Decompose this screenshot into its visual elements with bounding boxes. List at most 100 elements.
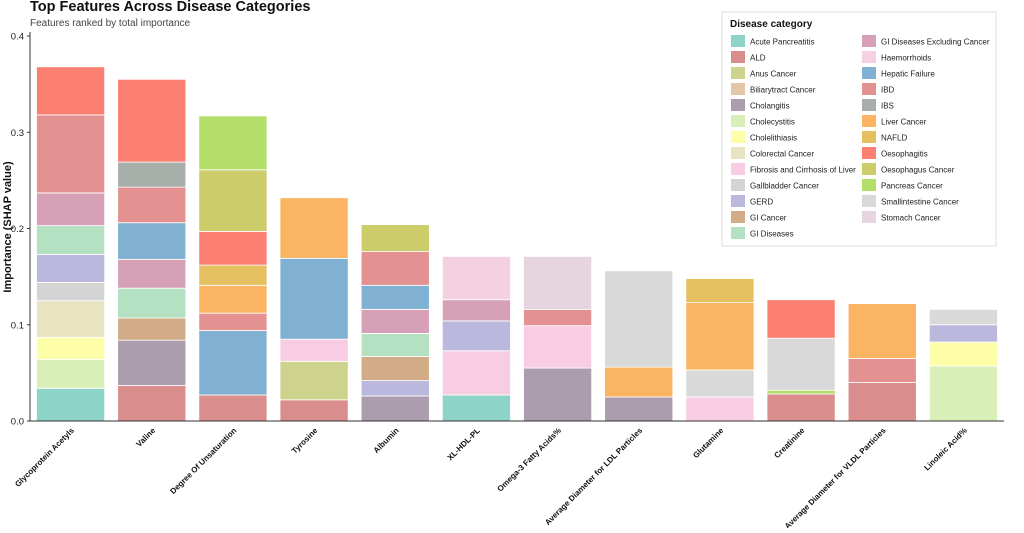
legend-swatch-liver-cancer <box>862 115 876 127</box>
bar-segment-glycoprotein-acetyls-colorectal-cancer <box>36 300 106 338</box>
bar-segment-xl-hdl-pl-acute-pancreatitis <box>441 394 511 422</box>
bar-segment-glycoprotein-acetyls-cholelithiasis <box>36 336 106 360</box>
bar-segment-average-diameter-for-ldl-particles-smallintestine-cancer <box>604 270 674 368</box>
legend-frame <box>721 11 997 247</box>
legend-swatch-nafld <box>862 131 876 143</box>
bar-segment-degree-of-unsaturation-nafld <box>198 264 268 286</box>
bar-segment-glycoprotein-acetyls-oesophagitis <box>36 66 106 116</box>
bar-segment-valine-hepatic-failure <box>117 222 187 260</box>
bar-segment-degree-of-unsaturation-ibd <box>198 312 268 331</box>
legend-swatch-acute-pancreatitis <box>731 35 745 47</box>
legend-label-hepatic-failure: Hepatic Failure <box>881 70 935 79</box>
x-tick-label: Average Diameter for VLDL Particles <box>783 426 888 528</box>
bar-segment-glutamine-smallintestine-cancer <box>685 369 755 398</box>
legend-label-nafld: NAFLD <box>881 134 907 143</box>
legend-swatch-ald <box>731 51 745 63</box>
legend-title: Disease category <box>730 19 813 30</box>
bar-segment-glutamine-fibrosis-and-cirrhosis-of-liver <box>685 396 755 422</box>
bar-segment-degree-of-unsaturation-hepatic-failure <box>198 330 268 396</box>
bar-segment-degree-of-unsaturation-pancreas-cancer <box>198 115 268 171</box>
legend-label-oesophagus-cancer: Oesophagus Cancer <box>881 166 955 175</box>
bar-segment-creatinine-pancreas-cancer <box>766 389 836 395</box>
legend-swatch-hepatic-failure <box>862 67 876 79</box>
legend-swatch-biliarytract-cancer <box>731 83 745 95</box>
y-tick-label: 0.3 <box>11 128 24 139</box>
x-tick-label: Creatinine <box>772 426 806 460</box>
x-tick-label: Average Diameter for LDL Particles <box>543 426 644 527</box>
bar-segment-tyrosine-hepatic-failure <box>279 257 349 340</box>
y-tick-label: 0.0 <box>11 417 24 428</box>
legend-swatch-cholecystitis <box>731 115 745 127</box>
bar-segment-omega-3-fatty-acids-fibrosis-and-cirrhosis-of-liver <box>523 325 593 369</box>
legend-label-colorectal-cancer: Colorectal Cancer <box>750 150 814 159</box>
legend-swatch-cholangitis <box>731 99 745 111</box>
bar-segment-tyrosine-fibrosis-and-cirrhosis-of-liver <box>279 338 349 362</box>
legend-swatch-oesophagitis <box>862 147 876 159</box>
legend-label-gi-cancer: GI Cancer <box>750 214 787 223</box>
bar-segment-average-diameter-for-ldl-particles-liver-cancer <box>604 366 674 398</box>
bar-segment-valine-cholangitis <box>117 339 187 386</box>
bar-segment-creatinine-ald <box>766 393 836 422</box>
legend-label-gi-diseases-excluding-cancer: GI Diseases Excluding Cancer <box>881 38 990 47</box>
legend-label-gerd: GERD <box>750 198 773 207</box>
y-axis: 0.0 0.1 0.2 0.3 0.4 <box>11 32 31 428</box>
legend-label-acute-pancreatitis: Acute Pancreatitis <box>750 38 814 47</box>
legend-label-pancreas-cancer: Pancreas Cancer <box>881 182 943 191</box>
bars-group <box>36 66 998 422</box>
bar-segment-average-diameter-for-vldl-particles-liver-cancer <box>847 303 917 359</box>
x-tick-label: XL-HDL-PL <box>446 426 482 462</box>
bar-segment-glycoprotein-acetyls-ibd <box>36 114 106 194</box>
bar-segment-glutamine-liver-cancer <box>685 302 755 371</box>
chart-title: Top Features Across Disease Categories <box>30 0 310 15</box>
bar-segment-valine-gi-diseases <box>117 287 187 319</box>
legend: Disease category Acute Pancreatitis ALD An… <box>721 11 997 247</box>
bar-segment-valine-ibs <box>117 161 187 188</box>
legend-label-smallintestine-cancer: Smallintestine Cancer <box>881 198 959 207</box>
bar-segment-average-diameter-for-vldl-particles-ald <box>847 382 917 422</box>
legend-label-biliarytract-cancer: Biliarytract Cancer <box>750 86 816 95</box>
legend-swatch-gi-diseases <box>731 227 745 239</box>
x-tick-label: Glycoprotein Acetyls <box>13 426 76 489</box>
legend-swatch-gi-diseases-excluding-cancer <box>862 35 876 47</box>
bar-segment-creatinine-smallintestine-cancer <box>766 337 836 391</box>
bar-segment-degree-of-unsaturation-oesophagus-cancer <box>198 169 268 232</box>
legend-label-haemorrhoids: Haemorrhoids <box>881 54 931 63</box>
legend-label-ald: ALD <box>750 54 766 63</box>
bar-segment-omega-3-fatty-acids-ibd <box>523 308 593 327</box>
bar-segment-glutamine-nafld <box>685 278 755 304</box>
bar-segment-glycoprotein-acetyls-acute-pancreatitis <box>36 387 106 422</box>
bar-segment-linoleic-acid-cholecystitis <box>928 365 998 422</box>
bar-segment-degree-of-unsaturation-liver-cancer <box>198 284 268 314</box>
legend-label-cholelithiasis: Cholelithiasis <box>750 134 797 143</box>
bar-segment-tyrosine-anus-cancer <box>279 360 349 401</box>
legend-label-oesophagitis: Oesophagitis <box>881 150 928 159</box>
legend-swatch-ibs <box>862 99 876 111</box>
legend-swatch-gerd <box>731 195 745 207</box>
legend-swatch-haemorrhoids <box>862 51 876 63</box>
x-tick-label: Tyrosine <box>290 426 320 456</box>
bar-segment-xl-hdl-pl-gerd <box>441 320 511 352</box>
bar-segment-average-diameter-for-ldl-particles-cholangitis <box>604 396 674 422</box>
bar-segment-tyrosine-ald <box>279 399 349 422</box>
bar-segment-linoleic-acid-smallintestine-cancer <box>928 308 998 326</box>
legend-swatch-anus-cancer <box>731 67 745 79</box>
bar-segment-glycoprotein-acetyls-gerd <box>36 254 106 283</box>
bar-segment-albumin-oesophagus-cancer <box>360 224 430 252</box>
bar-segment-albumin-gi-diseases-excluding-cancer <box>360 308 430 334</box>
legend-label-anus-cancer: Anus Cancer <box>750 70 797 79</box>
bar-segment-valine-ald <box>117 384 187 422</box>
legend-swatch-pancreas-cancer <box>862 179 876 191</box>
legend-label-cholecystitis: Cholecystitis <box>750 118 795 127</box>
x-tick-label: Linoleic Acid% <box>922 426 968 472</box>
bar-segment-omega-3-fatty-acids-cholangitis <box>523 367 593 422</box>
legend-label-liver-cancer: Liver Cancer <box>881 118 927 127</box>
x-tick-label: Degree Of Unsaturation <box>168 426 238 496</box>
legend-swatch-gallbladder-cancer <box>731 179 745 191</box>
bar-segment-linoleic-acid-gerd <box>928 324 998 343</box>
x-tick-label: Omega-3 Fatty Acids% <box>496 426 563 493</box>
bar-segment-albumin-ibd <box>360 251 430 286</box>
bar-segment-albumin-gi-cancer <box>360 356 430 381</box>
bar-segment-omega-3-fatty-acids-stomach-cancer <box>523 256 593 310</box>
bar-segment-creatinine-oesophagitis <box>766 299 836 339</box>
